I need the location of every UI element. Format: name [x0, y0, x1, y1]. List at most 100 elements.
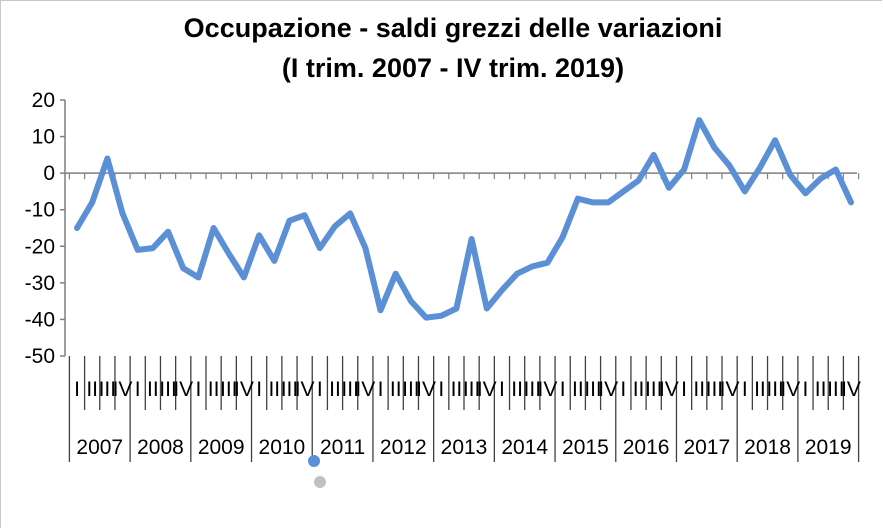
data-point [89, 199, 95, 205]
quarter-label: III [584, 378, 602, 401]
data-point [165, 229, 171, 235]
data-point [742, 188, 748, 194]
year-label: 2012 [380, 436, 427, 459]
quarter-label: III [220, 378, 238, 401]
data-point [104, 156, 110, 162]
data-point [180, 265, 186, 271]
data-point [378, 307, 384, 313]
data-point [666, 185, 672, 191]
quarter-label: III [524, 378, 542, 401]
quarter-label: IV [295, 378, 315, 401]
year-label: 2009 [198, 436, 245, 459]
y-axis: 20 10 0 -10 -20 -30 -40 -50 [25, 89, 66, 368]
quarter-label: IV [113, 378, 133, 401]
quarter-label: II [329, 378, 341, 401]
data-point [529, 263, 535, 269]
quarter-label: IV [538, 378, 558, 401]
quarter-label: III [159, 378, 177, 401]
year-label: 2013 [441, 436, 488, 459]
y-tick-label: 0 [43, 162, 55, 185]
data-point [453, 305, 459, 311]
quarter-label: II [268, 378, 280, 401]
series-line [74, 117, 854, 321]
data-point [211, 225, 217, 231]
data-point [590, 199, 596, 205]
quarter-label: II [451, 378, 463, 401]
quarter-label: III [402, 378, 420, 401]
data-point [362, 245, 368, 251]
quarter-label: I [195, 378, 201, 401]
data-point [150, 245, 156, 251]
quarter-label: III [706, 378, 724, 401]
data-point [256, 232, 262, 238]
data-point [727, 163, 733, 169]
y-tick-label: -40 [25, 308, 55, 331]
data-point [818, 176, 824, 182]
quarter-label: III [463, 378, 481, 401]
data-point [772, 137, 778, 143]
quarter-label: II [572, 378, 584, 401]
data-point [514, 271, 520, 277]
quarter-label: III [341, 378, 359, 401]
data-point [408, 298, 414, 304]
data-point [332, 223, 338, 229]
quarter-label: I [681, 378, 687, 401]
year-label: 2011 [320, 436, 365, 459]
quarter-label: I [742, 378, 748, 401]
data-point [544, 260, 550, 266]
quarter-label: II [693, 378, 705, 401]
data-point [241, 274, 247, 280]
marker-dot [308, 455, 320, 467]
quarter-label: IV [416, 378, 436, 401]
data-point [393, 271, 399, 277]
data-point [302, 212, 308, 218]
quarter-label: III [766, 378, 784, 401]
year-label: 2010 [259, 436, 306, 459]
quarter-label: I [499, 378, 505, 401]
data-point [226, 251, 232, 257]
data-point [317, 245, 323, 251]
data-point [620, 188, 626, 194]
quarter-label: IV [234, 378, 254, 401]
quarter-label: II [390, 378, 402, 401]
data-point [135, 247, 141, 253]
data-point [848, 199, 854, 205]
data-point [271, 258, 277, 264]
data-point [469, 236, 475, 242]
year-label: 2014 [501, 436, 548, 459]
quarter-label: III [645, 378, 663, 401]
quarter-label: I [803, 378, 809, 401]
y-tick-label: 20 [32, 89, 55, 112]
year-label: 2008 [137, 436, 184, 459]
data-point [833, 166, 839, 172]
data-point [195, 274, 201, 280]
data-point [120, 210, 126, 216]
data-point [636, 177, 642, 183]
year-label: 2016 [623, 436, 670, 459]
data-point [802, 190, 808, 196]
quarter-label: IV [841, 378, 861, 401]
quarter-label: II [754, 378, 766, 401]
chart-title: Occupazione - saldi grezzi delle variazi… [184, 13, 723, 43]
quarter-label: I [74, 378, 80, 401]
data-point [484, 305, 490, 311]
quarter-label: III [281, 378, 299, 401]
data-point [499, 287, 505, 293]
quarter-label: III [99, 378, 117, 401]
year-label: 2015 [562, 436, 609, 459]
quarter-label: I [560, 378, 566, 401]
quarter-label: II [633, 378, 645, 401]
quarter-label: I [135, 378, 141, 401]
quarter-label: II [815, 378, 827, 401]
series-layer [74, 117, 854, 321]
data-point [681, 166, 687, 172]
y-tick-label: -30 [25, 272, 55, 295]
data-point [560, 234, 566, 240]
data-point [651, 152, 657, 158]
data-point [787, 172, 793, 178]
quarter-label: I [317, 378, 323, 401]
year-label: 2018 [744, 436, 791, 459]
